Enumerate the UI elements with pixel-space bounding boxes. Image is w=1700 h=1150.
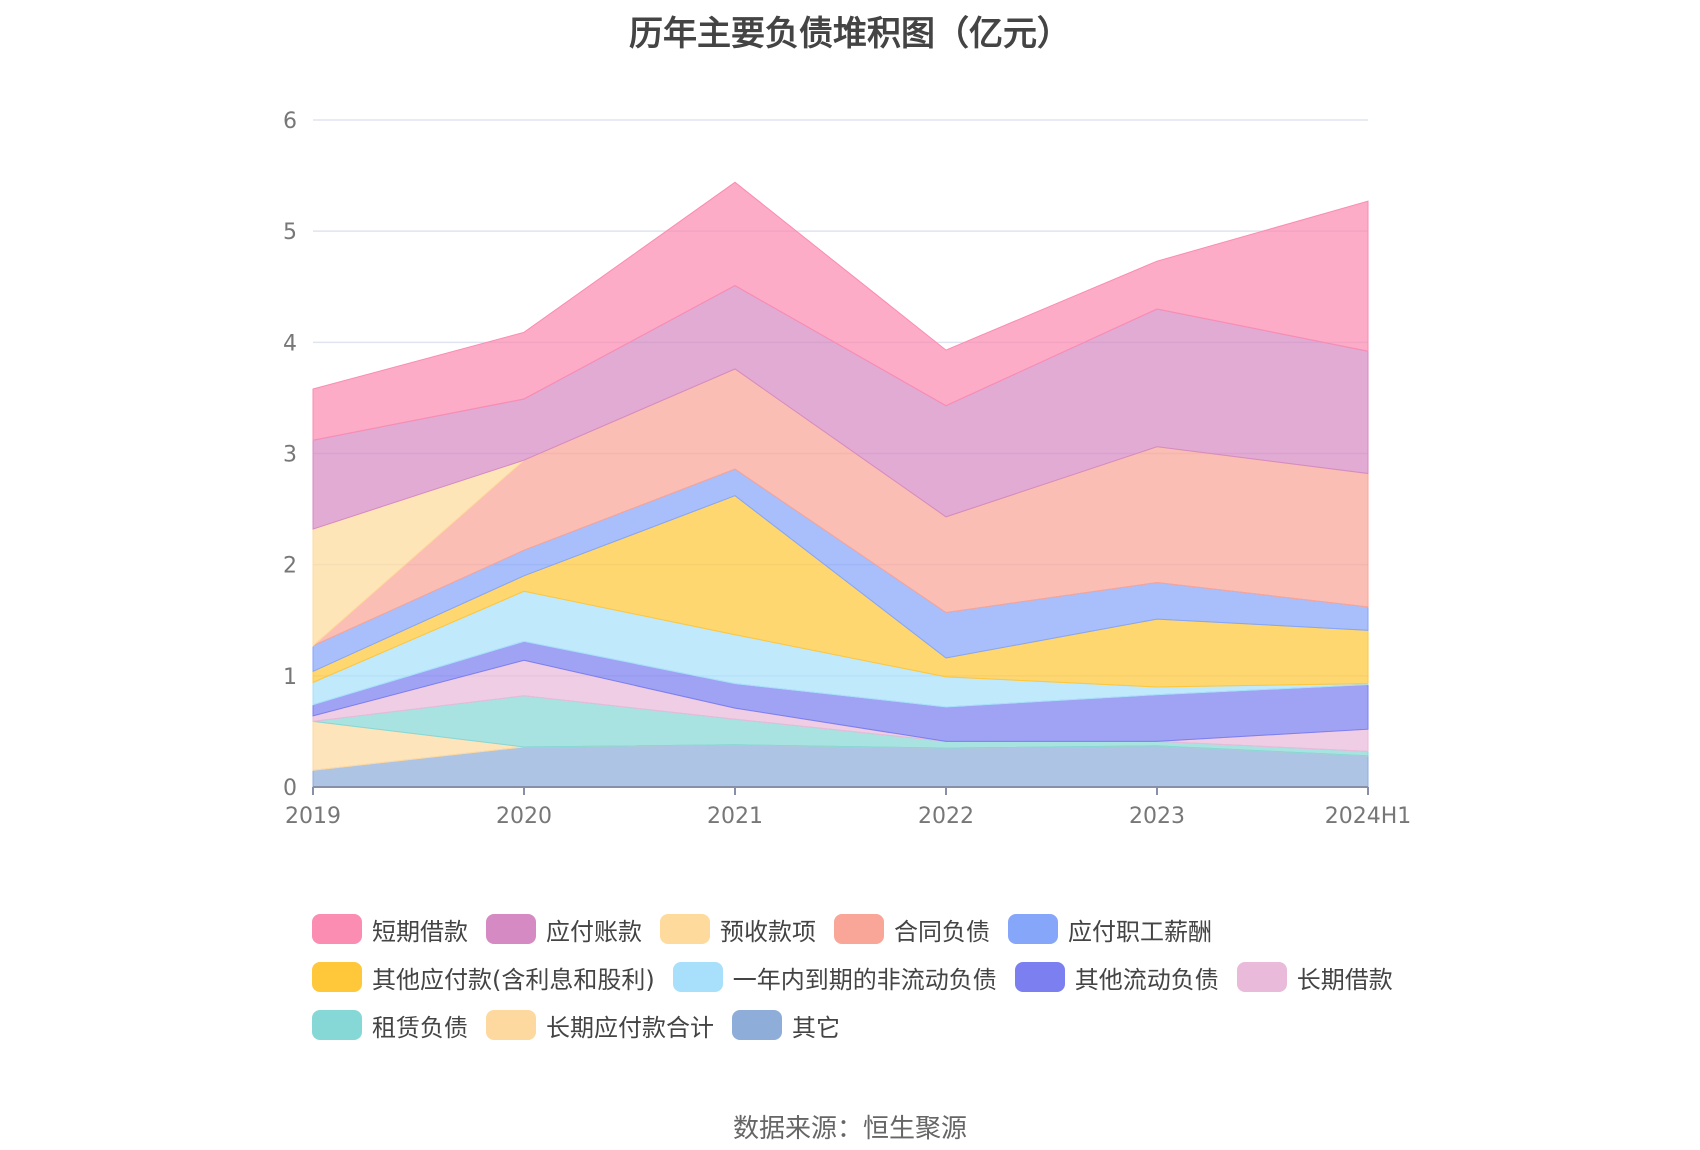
legend-item[interactable]: 预收款项 [660,912,816,947]
legend-swatch [312,914,362,944]
chart-title: 历年主要负债堆积图（亿元） [629,14,1071,54]
y-tick-label: 3 [283,443,297,468]
x-tick-label: 2022 [918,804,974,829]
legend-swatch [672,962,723,992]
legend-label: 其他流动负债 [1074,965,1219,994]
legend-swatch [1014,962,1065,992]
legend-swatch [486,1010,536,1040]
legend-swatch [312,962,362,992]
legend-item[interactable]: 合同负债 [834,912,990,947]
legend-row: 租赁负债 长期应付款合计 其它 [312,1001,1492,1049]
legend-swatch [834,914,884,944]
legend-label: 其它 [792,1013,840,1042]
legend-label: 应付职工薪酬 [1068,917,1212,946]
legend-swatch [486,914,536,944]
area-series-11[interactable] [312,181,1369,441]
area-series-layer [312,181,1369,788]
y-tick-label: 6 [283,109,297,134]
x-tick-label: 2020 [496,804,552,829]
legend-swatch [1236,962,1287,992]
legend-label: 长期应付款合计 [546,1013,714,1042]
legend-label: 一年内到期的非流动负债 [732,965,997,994]
legend-item[interactable]: 短期借款 [312,912,468,947]
legend-item[interactable]: 长期借款 [1236,960,1393,995]
legend: 短期借款 应付账款 预收款项 合同负债 应付职工薪酬其他应付款(含利息和股利) 一年内到期… [312,905,1492,1049]
legend-item[interactable]: 应付账款 [486,912,642,947]
y-tick-label: 2 [283,554,297,579]
x-tick-label: 2023 [1129,804,1185,829]
legend-item[interactable]: 一年内到期的非流动负债 [672,960,997,995]
y-tick-label: 0 [283,776,297,801]
legend-swatch [732,1010,782,1040]
x-tick-label: 2024H1 [1325,804,1412,829]
legend-item[interactable]: 租赁负债 [312,1008,468,1043]
legend-item[interactable]: 长期应付款合计 [486,1008,714,1043]
legend-label: 其他应付款(含利息和股利) [372,965,655,994]
y-tick-label: 1 [283,665,297,690]
legend-row: 其他应付款(含利息和股利) 一年内到期的非流动负债 其他流动负债 长期借款 [312,953,1492,1001]
legend-item[interactable]: 其它 [732,1008,840,1043]
data-source-note: 数据来源：恒生聚源 [732,1114,967,1144]
legend-swatch [1008,914,1058,944]
x-tick-label: 2019 [285,804,341,829]
legend-item[interactable]: 其他应付款(含利息和股利) [312,960,655,995]
legend-label: 租赁负债 [372,1013,468,1042]
legend-label: 预收款项 [720,917,816,946]
y-tick-label: 5 [283,220,297,245]
y-tick-label: 4 [283,331,297,356]
legend-item[interactable]: 其他流动负债 [1014,960,1219,995]
legend-item[interactable]: 应付职工薪酬 [1008,912,1212,947]
y-axis-tick-labels: 0 1 2 3 4 5 6 [283,109,297,801]
legend-label: 短期借款 [372,917,468,946]
legend-label: 合同负债 [894,917,990,946]
x-axis-tick-labels: 2019 2020 2021 2022 2023 2024H1 [285,804,1411,829]
x-axis [312,786,1369,795]
x-tick-label: 2021 [707,804,763,829]
stacked-area-chart: 0 1 2 3 4 5 6 2019 2020 2021 2022 2023 2024H1 [283,109,1411,829]
legend-row: 短期借款 应付账款 预收款项 合同负债 应付职工薪酬 [312,905,1492,953]
legend-swatch [312,1010,362,1040]
legend-label: 长期借款 [1296,965,1393,994]
legend-swatch [660,914,710,944]
legend-label: 应付账款 [546,917,642,946]
